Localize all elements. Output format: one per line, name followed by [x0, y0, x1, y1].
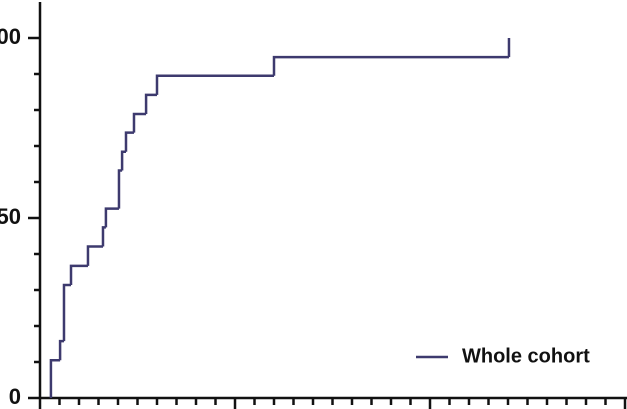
y-tick-label: 100	[0, 24, 21, 49]
step-segment	[120, 150, 126, 171]
step-segment	[272, 55, 509, 76]
step-segment	[101, 226, 106, 247]
step-segment	[62, 283, 72, 342]
legend-label: Whole cohort	[462, 345, 590, 367]
step-segment	[124, 131, 134, 152]
step-segment	[132, 112, 147, 133]
step-segment	[86, 245, 103, 266]
step-segment	[58, 339, 64, 361]
step-segment	[69, 264, 88, 285]
step-segment	[155, 74, 274, 95]
step-segment	[49, 358, 61, 398]
y-tick-label: 0	[9, 384, 21, 409]
step-segment	[144, 93, 157, 114]
y-tick-label: 50	[0, 204, 21, 229]
step-segment	[104, 207, 119, 228]
step-segment	[117, 169, 123, 209]
